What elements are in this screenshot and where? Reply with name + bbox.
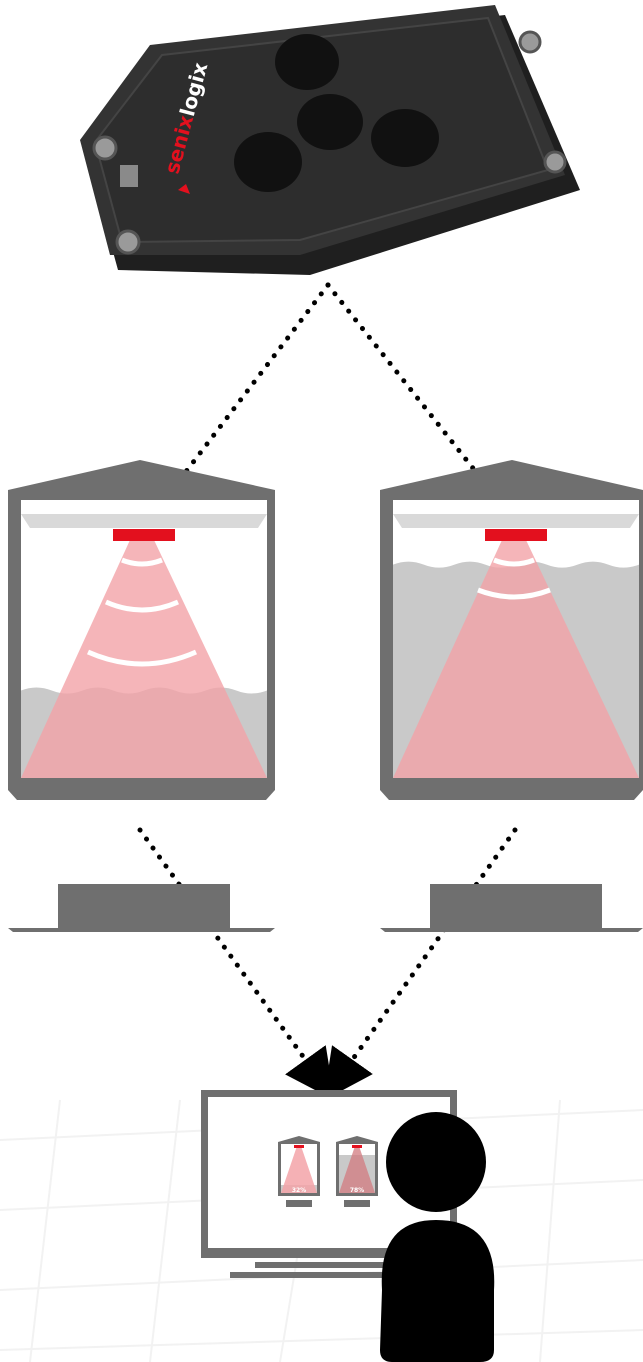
arrow-device-to-silo-left <box>137 282 331 535</box>
arrow-silo-left-to-monitor <box>137 827 335 1101</box>
ultrasonic-sensor-device: senixlogix <box>80 5 580 275</box>
sensor-beam-left <box>21 540 267 778</box>
mini-percent-right: 78% <box>350 1187 364 1194</box>
fill-percent-left: 32% <box>107 797 179 832</box>
brand-logo-icon <box>178 184 190 194</box>
silo-left: 32% <box>8 460 275 932</box>
sensor-right <box>485 529 547 541</box>
sensor-left <box>113 529 175 541</box>
person-icon <box>380 1112 495 1362</box>
fill-percent-right: 78% <box>479 797 551 832</box>
silo-right: 78% <box>380 460 643 932</box>
arrow-silo-right-to-monitor <box>323 827 518 1101</box>
mini-percent-left: 32% <box>292 1187 306 1194</box>
mini-silo-right: 78% <box>336 1136 378 1207</box>
sound-waves-left <box>86 557 198 667</box>
mini-silo-left: 32% <box>278 1136 320 1207</box>
sensor-beam-right <box>393 540 639 778</box>
sound-waves-right <box>477 557 551 600</box>
